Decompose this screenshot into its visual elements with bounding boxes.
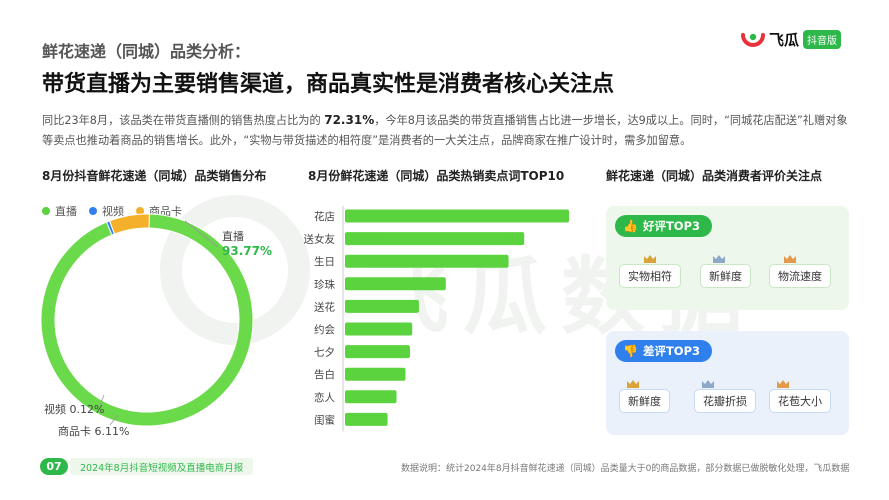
crown-bronze-icon (777, 380, 789, 388)
donut-label-video: 视频 0.12% (44, 401, 104, 417)
legend-swatch-live (42, 207, 50, 215)
bar-9 (345, 390, 397, 404)
bar-2 (345, 232, 525, 246)
feigua-logo-icon (741, 32, 765, 47)
brand-logo: 飞瓜 抖音版 (740, 29, 842, 50)
donut-label-video-name: 视频 (44, 403, 66, 416)
negative-tag-3: 花苞大小 (769, 389, 831, 413)
intro-text-1: 同比23年8月，该品类在带货直播侧的销售热度占比为的 (42, 114, 325, 127)
positive-review-badge: 👍 好评TOP3 (615, 215, 713, 237)
page-number: 07 (40, 458, 68, 475)
report-name: 2024年8月抖音短视频及直播电商月报 (70, 458, 254, 475)
bar-10 (345, 412, 388, 426)
bar-tick-label: 送花 (314, 300, 335, 313)
donut-label-product-card: 商品卡 6.11% (58, 423, 129, 439)
donut-label-product-card-name: 商品卡 (58, 425, 91, 438)
bar-panel-title: 8月份鲜花速递（同城）品类热销卖点词TOP10 (308, 169, 565, 183)
donut-label-product-card-value: 6.11% (94, 425, 130, 438)
logo-badge: 抖音版 (803, 30, 842, 49)
section-kicker: 鲜花速递（同城）品类分析： (42, 42, 251, 61)
negative-review-badge: 👎 差评TOP3 (615, 340, 713, 362)
bar-5 (345, 299, 419, 313)
crown-gold-icon (644, 255, 656, 263)
positive-review-label: 好评TOP3 (642, 219, 701, 233)
bar-3 (345, 254, 509, 268)
positive-tag-1: 实物相符 (619, 264, 681, 288)
positive-review-card: 👍 好评TOP3 实物相符 新鲜度 物流速度 (606, 206, 849, 310)
legend-swatch-video (89, 207, 97, 215)
bar-tick-label: 约会 (314, 323, 335, 336)
bar-tick-label: 七夕 (314, 347, 335, 359)
donut-panel-title: 8月份抖音鲜花速递（同城）品类销售分布 (42, 169, 267, 183)
donut-label-video-value: 0.12% (69, 403, 105, 416)
data-note: 数据说明：统计2024年8月抖音鲜花速递（同城）品类量大于0的商品数据，部分数据… (401, 464, 850, 474)
intro-paragraph: 同比23年8月，该品类在带货直播侧的销售热度占比为的 72.31%，今年8月该品… (42, 110, 850, 151)
bar-4 (345, 277, 446, 291)
bar-1 (345, 209, 569, 223)
thumbs-down-icon: 👎 (623, 344, 638, 358)
donut-label-live: 直播 93.77% (222, 228, 272, 258)
bar-tick-label: 珍珠 (314, 278, 335, 291)
intro-highlight: 72.31% (324, 113, 375, 127)
crown-gold-icon (627, 380, 639, 388)
bar-7 (345, 345, 410, 359)
donut-label-live-name: 直播 (222, 230, 244, 243)
positive-tag-2: 新鲜度 (700, 264, 751, 288)
page-title: 带货直播为主要销售渠道，商品真实性是消费者核心关注点 (42, 72, 615, 97)
positive-tag-3: 物流速度 (769, 264, 831, 288)
negative-review-card: 👎 差评TOP3 新鲜度 花瓣折损 花苞大小 (606, 331, 849, 435)
bar-tick-label: 告白 (314, 368, 335, 381)
bar-6 (345, 322, 413, 336)
crown-bronze-icon (784, 255, 796, 263)
negative-tag-2: 花瓣折损 (694, 389, 756, 413)
bar-tick-label: 花店 (314, 210, 335, 223)
thumbs-up-icon: 👍 (623, 219, 638, 233)
crown-silver-icon (713, 255, 725, 263)
logo-name: 飞瓜 (769, 31, 800, 49)
crown-silver-icon (702, 380, 714, 388)
negative-tag-1: 新鲜度 (619, 389, 670, 413)
intro-text-2: ，今年8月该品类的带货直播销售占比进一步增长，达9成以上。同时，“同城花店配送”… (42, 114, 848, 147)
bar-8 (345, 367, 406, 381)
legend-swatch-product-card (136, 207, 144, 215)
bar-tick-label: 恋人 (314, 391, 335, 404)
bar-tick-label: 生日 (314, 255, 335, 268)
bar-tick-label: 送女友 (304, 233, 336, 246)
donut-label-live-value: 93.77% (222, 244, 272, 258)
negative-review-label: 差评TOP3 (642, 344, 701, 358)
review-panel-title: 鲜花速递（同城）品类消费者评价关注点 (606, 169, 823, 183)
bar-tick-label: 闺蜜 (314, 413, 335, 426)
